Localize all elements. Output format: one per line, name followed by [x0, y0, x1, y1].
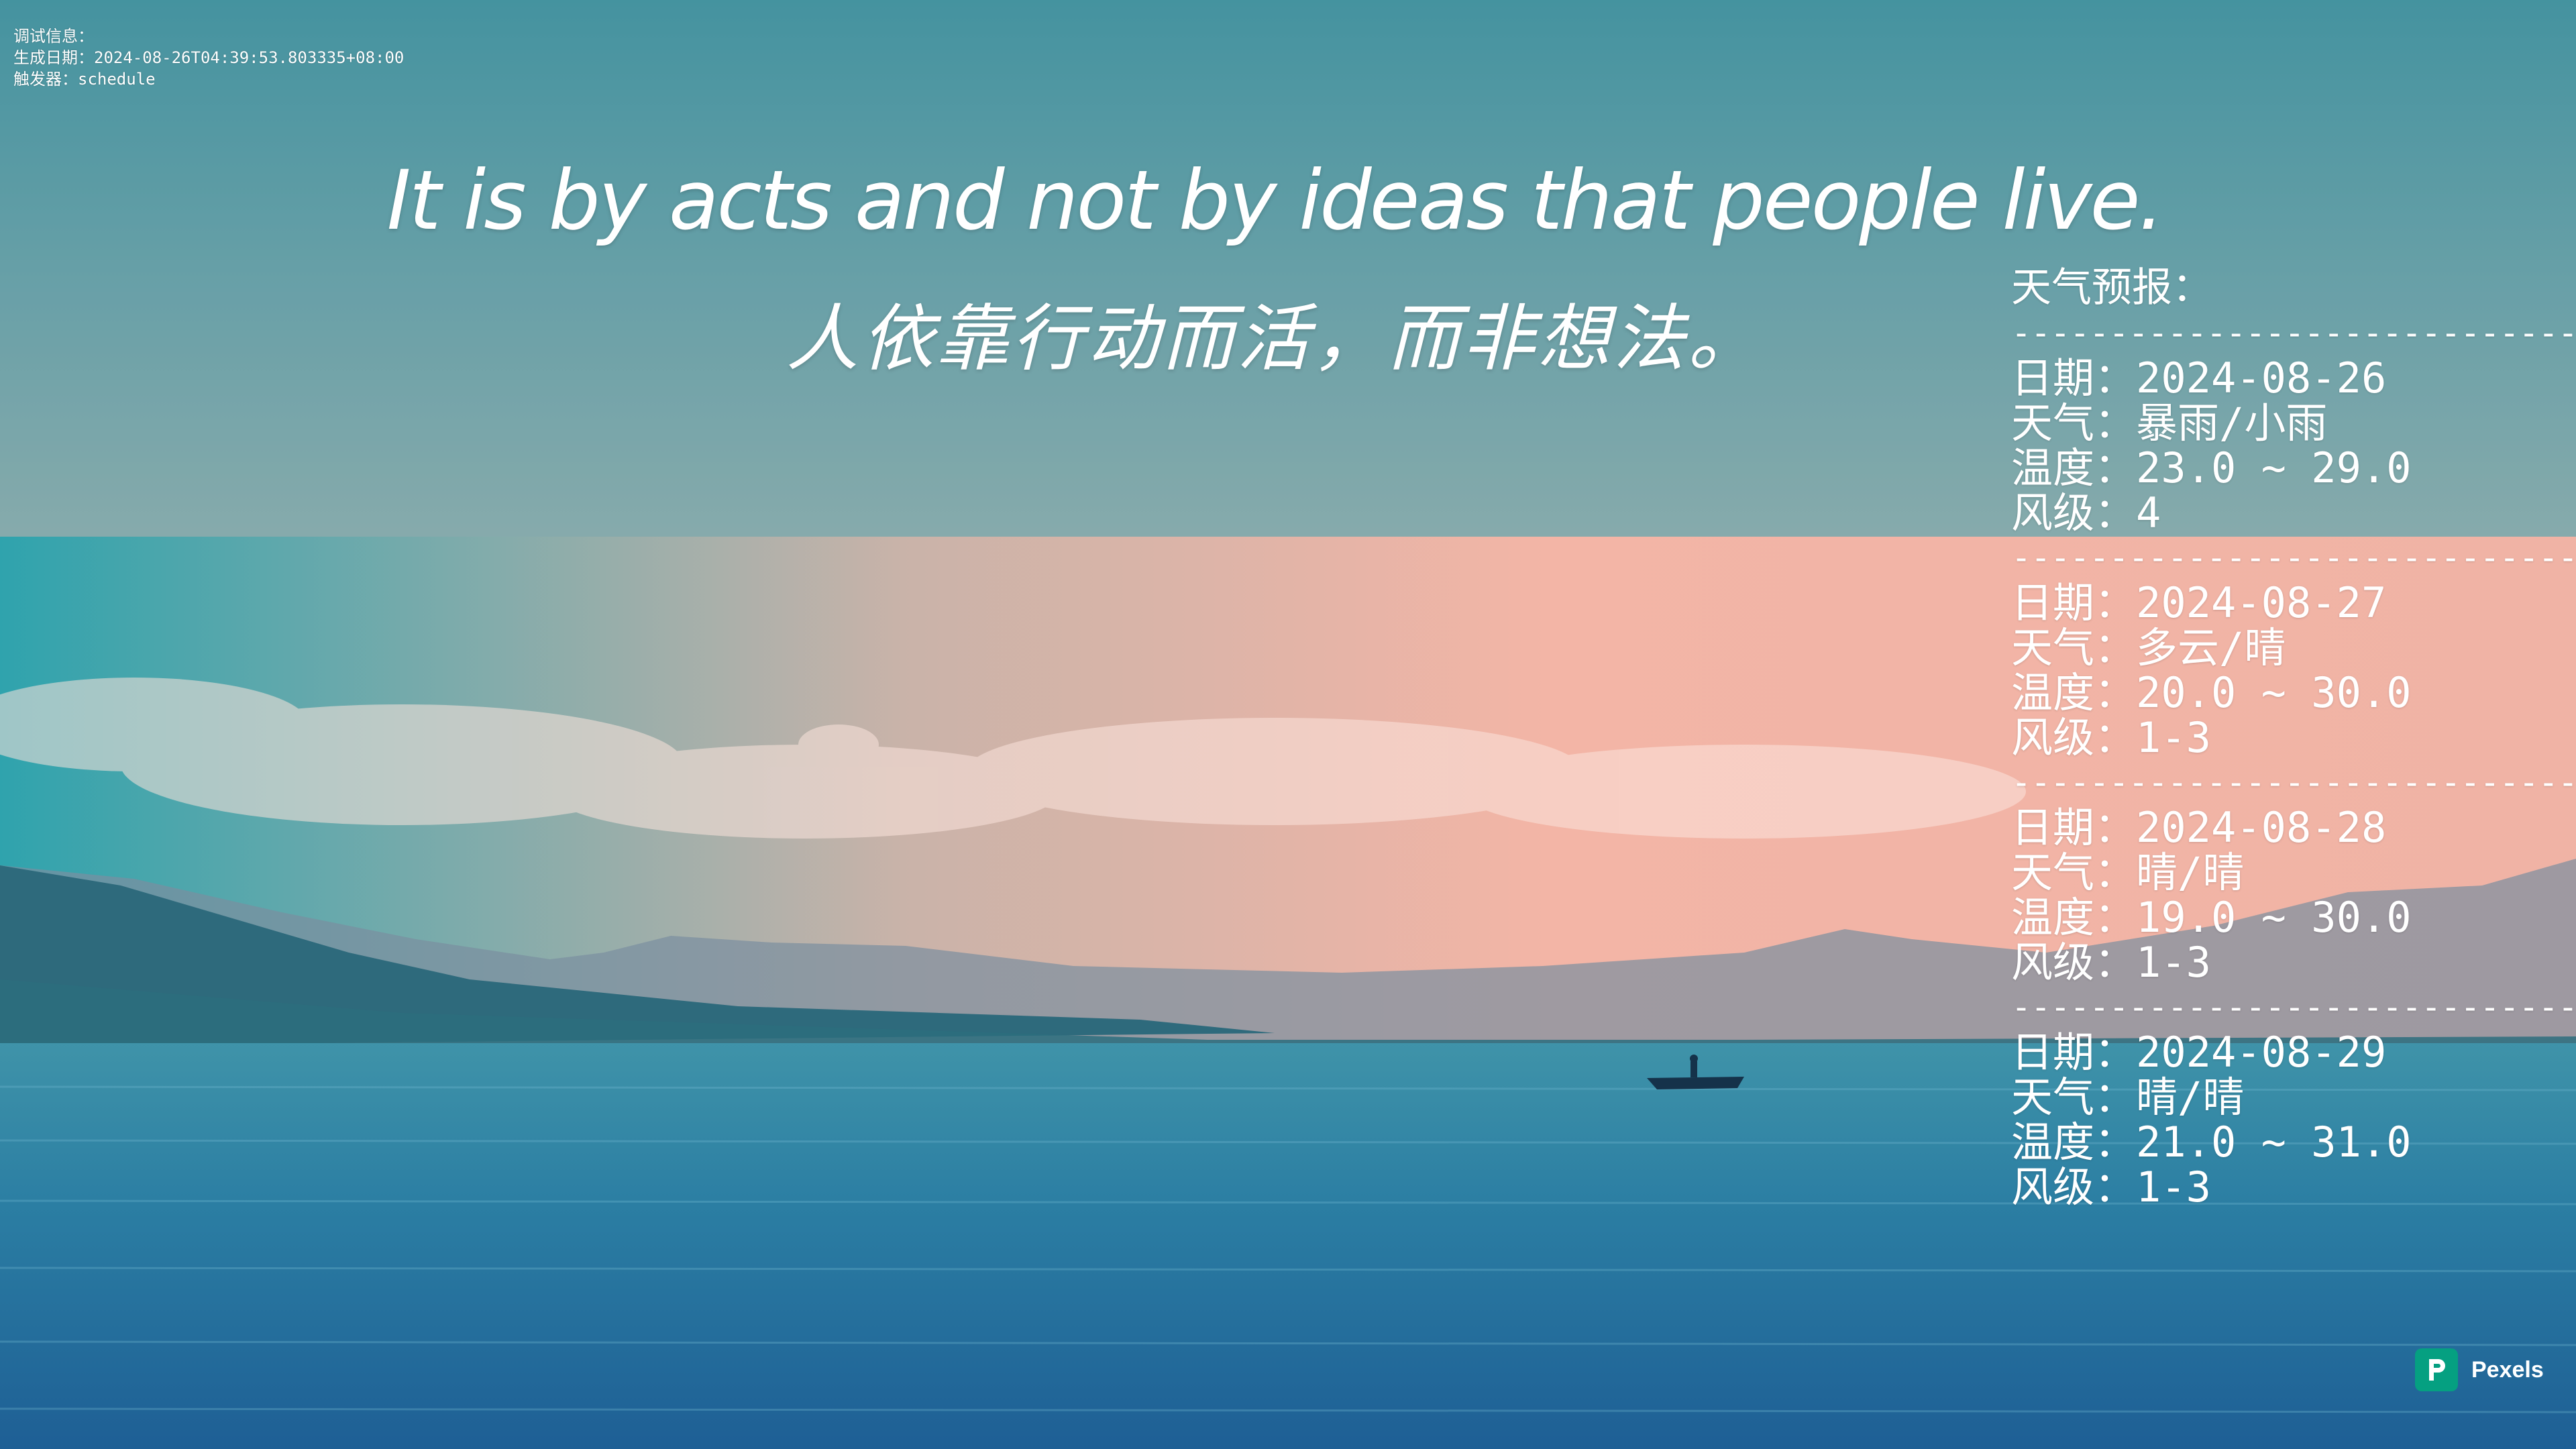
weather-divider: ------------------------------	[2011, 313, 2576, 352]
forecast-day: 日期：2024-08-28 天气：晴/晴 温度：19.0 ~ 30.0 风级：1…	[2011, 805, 2576, 985]
forecast-date: 日期：2024-08-29	[2011, 1028, 2387, 1077]
forecast-wind: 风级：1-3	[2011, 1163, 2211, 1212]
weather-forecast: 天气预报： ------------------------------ 日期：…	[2011, 266, 2576, 1210]
forecast-temperature: 温度：20.0 ~ 30.0	[2011, 668, 2412, 717]
forecast-wind: 风级：1-3	[2011, 713, 2211, 762]
debug-trigger: 触发器：schedule	[13, 70, 156, 89]
forecast-temperature: 温度：21.0 ~ 31.0	[2011, 1118, 2412, 1167]
forecast-day: 日期：2024-08-29 天气：晴/晴 温度：21.0 ~ 31.0 风级：1…	[2011, 1030, 2576, 1210]
forecast-day: 日期：2024-08-26 天气：暴雨/小雨 温度：23.0 ~ 29.0 风级…	[2011, 356, 2576, 535]
weather-divider: ------------------------------	[2011, 538, 2576, 577]
debug-info: 调试信息： 生成日期：2024-08-26T04:39:53.803335+08…	[13, 25, 404, 90]
forecast-day: 日期：2024-08-27 天气：多云/晴 温度：20.0 ~ 30.0 风级：…	[2011, 580, 2576, 760]
pexels-watermark: Pexels	[2415, 1348, 2544, 1391]
weather-divider: ------------------------------	[2011, 987, 2576, 1026]
pexels-logo-icon	[2415, 1348, 2458, 1391]
pexels-label: Pexels	[2471, 1356, 2544, 1383]
forecast-temperature: 温度：19.0 ~ 30.0	[2011, 893, 2412, 942]
debug-label: 调试信息：	[13, 27, 94, 46]
quote-chinese: 人依靠行动而活，而非想法。	[786, 297, 1763, 381]
forecast-temperature: 温度：23.0 ~ 29.0	[2011, 443, 2412, 492]
debug-generated-date: 生成日期：2024-08-26T04:39:53.803335+08:00	[13, 48, 405, 67]
forecast-weather: 天气：晴/晴	[2011, 848, 2245, 897]
forecast-date: 日期：2024-08-26	[2011, 354, 2387, 402]
forecast-date: 日期：2024-08-27	[2011, 578, 2387, 627]
forecast-weather: 天气：晴/晴	[2011, 1073, 2245, 1122]
forecast-wind: 风级：1-3	[2011, 938, 2211, 987]
quote-english: It is by acts and not by ideas that peop…	[386, 153, 2165, 248]
weather-divider: ------------------------------	[2011, 763, 2576, 802]
forecast-wind: 风级：4	[2011, 488, 2161, 537]
forecast-date: 日期：2024-08-28	[2011, 803, 2387, 852]
weather-title: 天气预报：	[2011, 264, 2212, 311]
forecast-weather: 天气：多云/晴	[2011, 623, 2286, 672]
forecast-weather: 天气：暴雨/小雨	[2011, 398, 2328, 447]
